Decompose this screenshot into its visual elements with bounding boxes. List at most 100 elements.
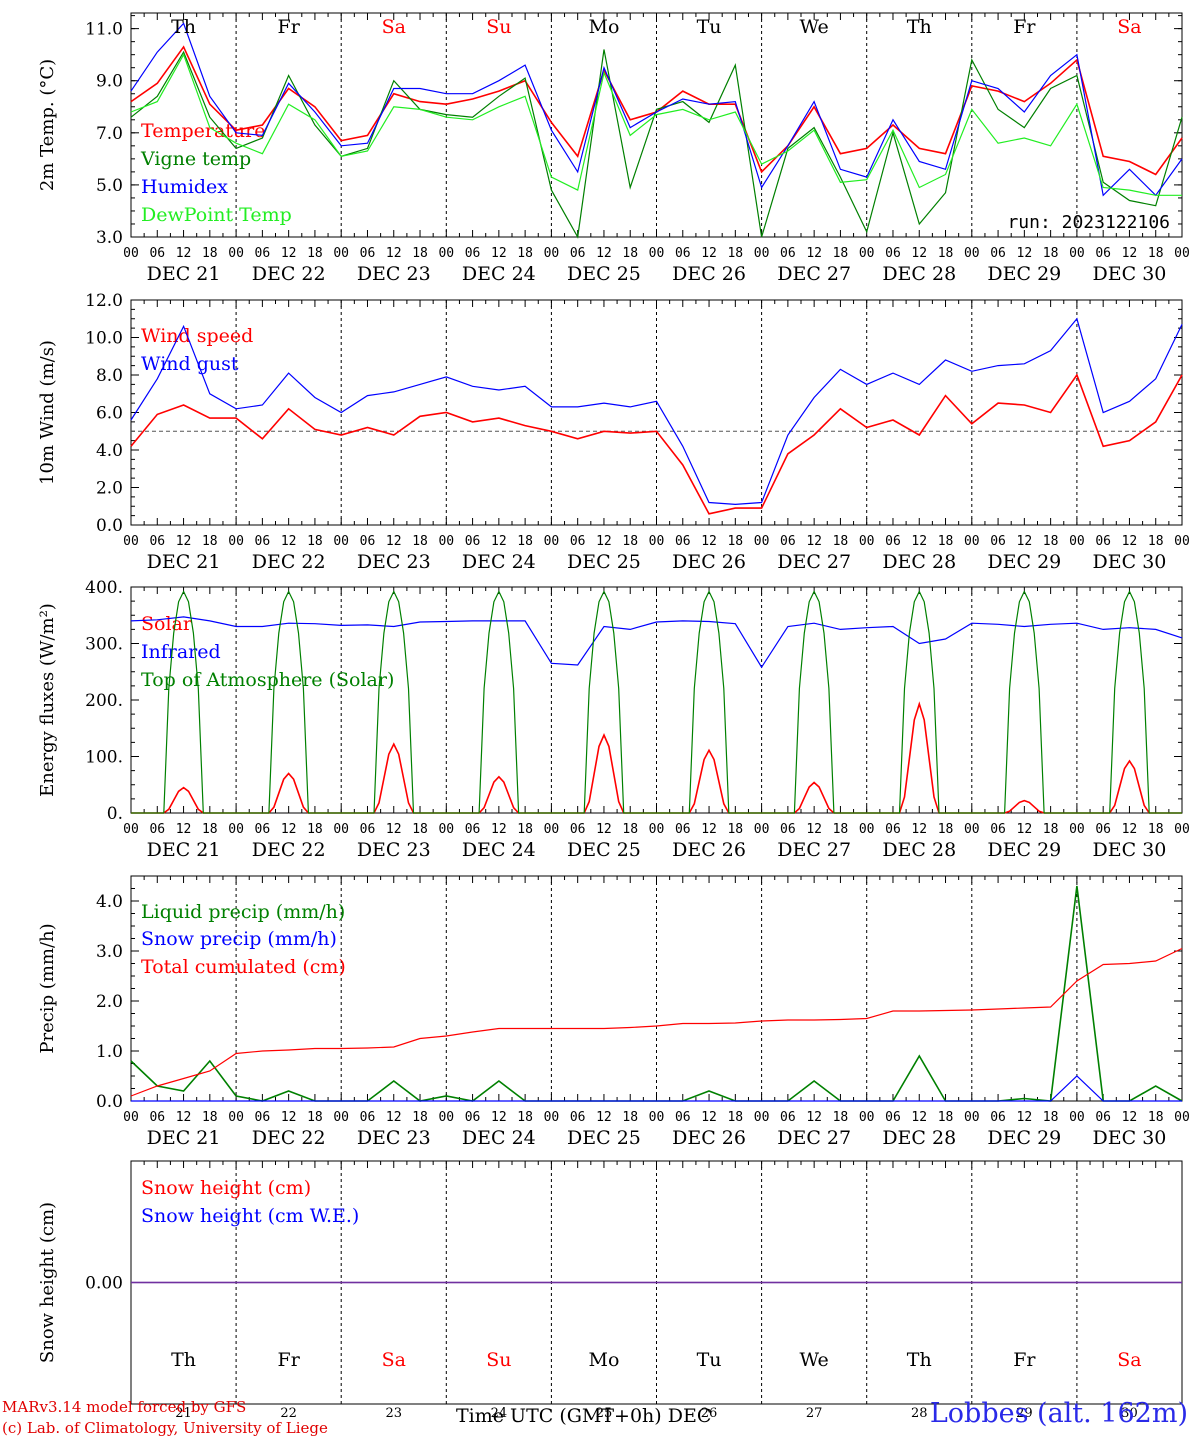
hour-label: 12 <box>911 1110 927 1125</box>
hour-label: 00 <box>754 1110 770 1125</box>
hour-label: 06 <box>360 534 376 549</box>
hour-label: 06 <box>570 1110 586 1125</box>
legend-entry: Infrared <box>141 641 221 663</box>
date-label: DEC 21 <box>147 263 221 285</box>
hour-label: 12 <box>596 534 612 549</box>
hour-label: 06 <box>360 246 376 261</box>
hour-label: 06 <box>990 1110 1006 1125</box>
series-line <box>130 317 1183 506</box>
hour-label: 18 <box>202 1110 218 1125</box>
hour-label: 12 <box>701 534 717 549</box>
hour-label: 12 <box>1122 1110 1138 1125</box>
hour-label: 06 <box>570 822 586 837</box>
date-label: DEC 29 <box>987 1127 1061 1149</box>
hour-label: 06 <box>675 1110 691 1125</box>
hour-label: 06 <box>465 1110 481 1125</box>
weekday-label: Sa <box>382 16 406 38</box>
station-name: Lobbes (alt. 162m) <box>929 1398 1188 1429</box>
hour-label: 06 <box>885 822 901 837</box>
y-tick-label: 7.0 <box>96 124 123 144</box>
run-label: run: 2023122106 <box>1007 212 1170 233</box>
hour-label: 12 <box>911 534 927 549</box>
weekday-label: Th <box>907 16 932 38</box>
y-axis-label: Energy fluxes (W/m²) <box>37 603 58 797</box>
weekday-label: Tu <box>697 16 722 38</box>
hour-label: 18 <box>938 822 954 837</box>
hour-label: 12 <box>491 246 507 261</box>
date-label: DEC 24 <box>462 839 536 861</box>
day-number: 25 <box>596 1406 613 1421</box>
y-tick-label: 3.0 <box>96 228 123 248</box>
hour-label: 12 <box>701 1110 717 1125</box>
hour-label: 00 <box>649 1110 665 1125</box>
y-tick-label: 2.0 <box>96 479 123 499</box>
hour-label: 12 <box>1017 246 1033 261</box>
weekday-label: Th <box>171 16 196 38</box>
hour-label: 06 <box>465 822 481 837</box>
hour-label: 12 <box>911 246 927 261</box>
y-tick-label: 4.0 <box>96 892 123 912</box>
date-label: DEC 29 <box>987 551 1061 573</box>
y-tick-label: 8.0 <box>96 366 123 386</box>
hour-label: 00 <box>859 534 875 549</box>
day-number: 29 <box>1016 1406 1033 1421</box>
y-axis-label: 2m Temp. (°C) <box>37 59 58 191</box>
hour-label: 00 <box>438 1110 454 1125</box>
day-number: 23 <box>385 1406 402 1421</box>
date-label: DEC 23 <box>357 1127 431 1149</box>
hour-label: 00 <box>1174 246 1190 261</box>
hour-label: 18 <box>307 822 323 837</box>
hour-label: 00 <box>964 534 980 549</box>
panel-frame <box>130 299 1183 526</box>
hour-label: 18 <box>1043 246 1059 261</box>
hour-label: 06 <box>780 822 796 837</box>
series-line <box>131 590 1182 814</box>
date-label: DEC 27 <box>777 263 851 285</box>
hour-label: 12 <box>1122 246 1138 261</box>
hour-label: 00 <box>754 534 770 549</box>
hour-label: 18 <box>833 822 849 837</box>
hour-label: 18 <box>1043 1110 1059 1125</box>
hour-label: 06 <box>780 1110 796 1125</box>
legend-entry: Snow precip (mm/h) <box>141 928 337 950</box>
hour-label: 18 <box>517 534 533 549</box>
hour-label: 06 <box>255 1110 271 1125</box>
hour-label: 00 <box>754 822 770 837</box>
hour-label: 12 <box>281 822 297 837</box>
hour-label: 00 <box>964 1110 980 1125</box>
hour-label: 06 <box>465 534 481 549</box>
date-label: DEC 28 <box>882 551 956 573</box>
model-credit: MARv3.14 model forced by GFS <box>2 1398 247 1416</box>
day-number: 27 <box>806 1406 823 1421</box>
hour-label: 00 <box>228 822 244 837</box>
date-label: DEC 24 <box>462 263 536 285</box>
date-label: DEC 27 <box>777 839 851 861</box>
hour-label: 06 <box>1095 246 1111 261</box>
y-tick-label: 100. <box>85 748 123 768</box>
hour-label: 06 <box>149 1110 165 1125</box>
date-label: DEC 30 <box>1093 1127 1167 1149</box>
hour-label: 18 <box>202 246 218 261</box>
weekday-label: We <box>800 1349 829 1371</box>
hour-label: 00 <box>228 246 244 261</box>
date-label: DEC 21 <box>147 551 221 573</box>
hour-label: 12 <box>1122 822 1138 837</box>
hour-label: 12 <box>176 534 192 549</box>
hour-label: 18 <box>412 822 428 837</box>
hour-label: 00 <box>123 1110 139 1125</box>
hour-label: 18 <box>833 246 849 261</box>
hour-label: 00 <box>544 534 560 549</box>
hour-label: 00 <box>333 534 349 549</box>
hour-label: 00 <box>859 1110 875 1125</box>
hour-label: 06 <box>360 822 376 837</box>
y-tick-label: 300. <box>85 635 123 655</box>
hour-label: 00 <box>1069 246 1085 261</box>
date-label: DEC 26 <box>672 263 746 285</box>
y-tick-label: 4.0 <box>96 441 123 461</box>
weekday-label: Fr <box>278 1349 301 1371</box>
series-line <box>130 947 1183 1097</box>
hour-label: 00 <box>544 822 560 837</box>
hour-label: 06 <box>675 822 691 837</box>
date-label: DEC 26 <box>672 551 746 573</box>
hour-label: 06 <box>1095 822 1111 837</box>
